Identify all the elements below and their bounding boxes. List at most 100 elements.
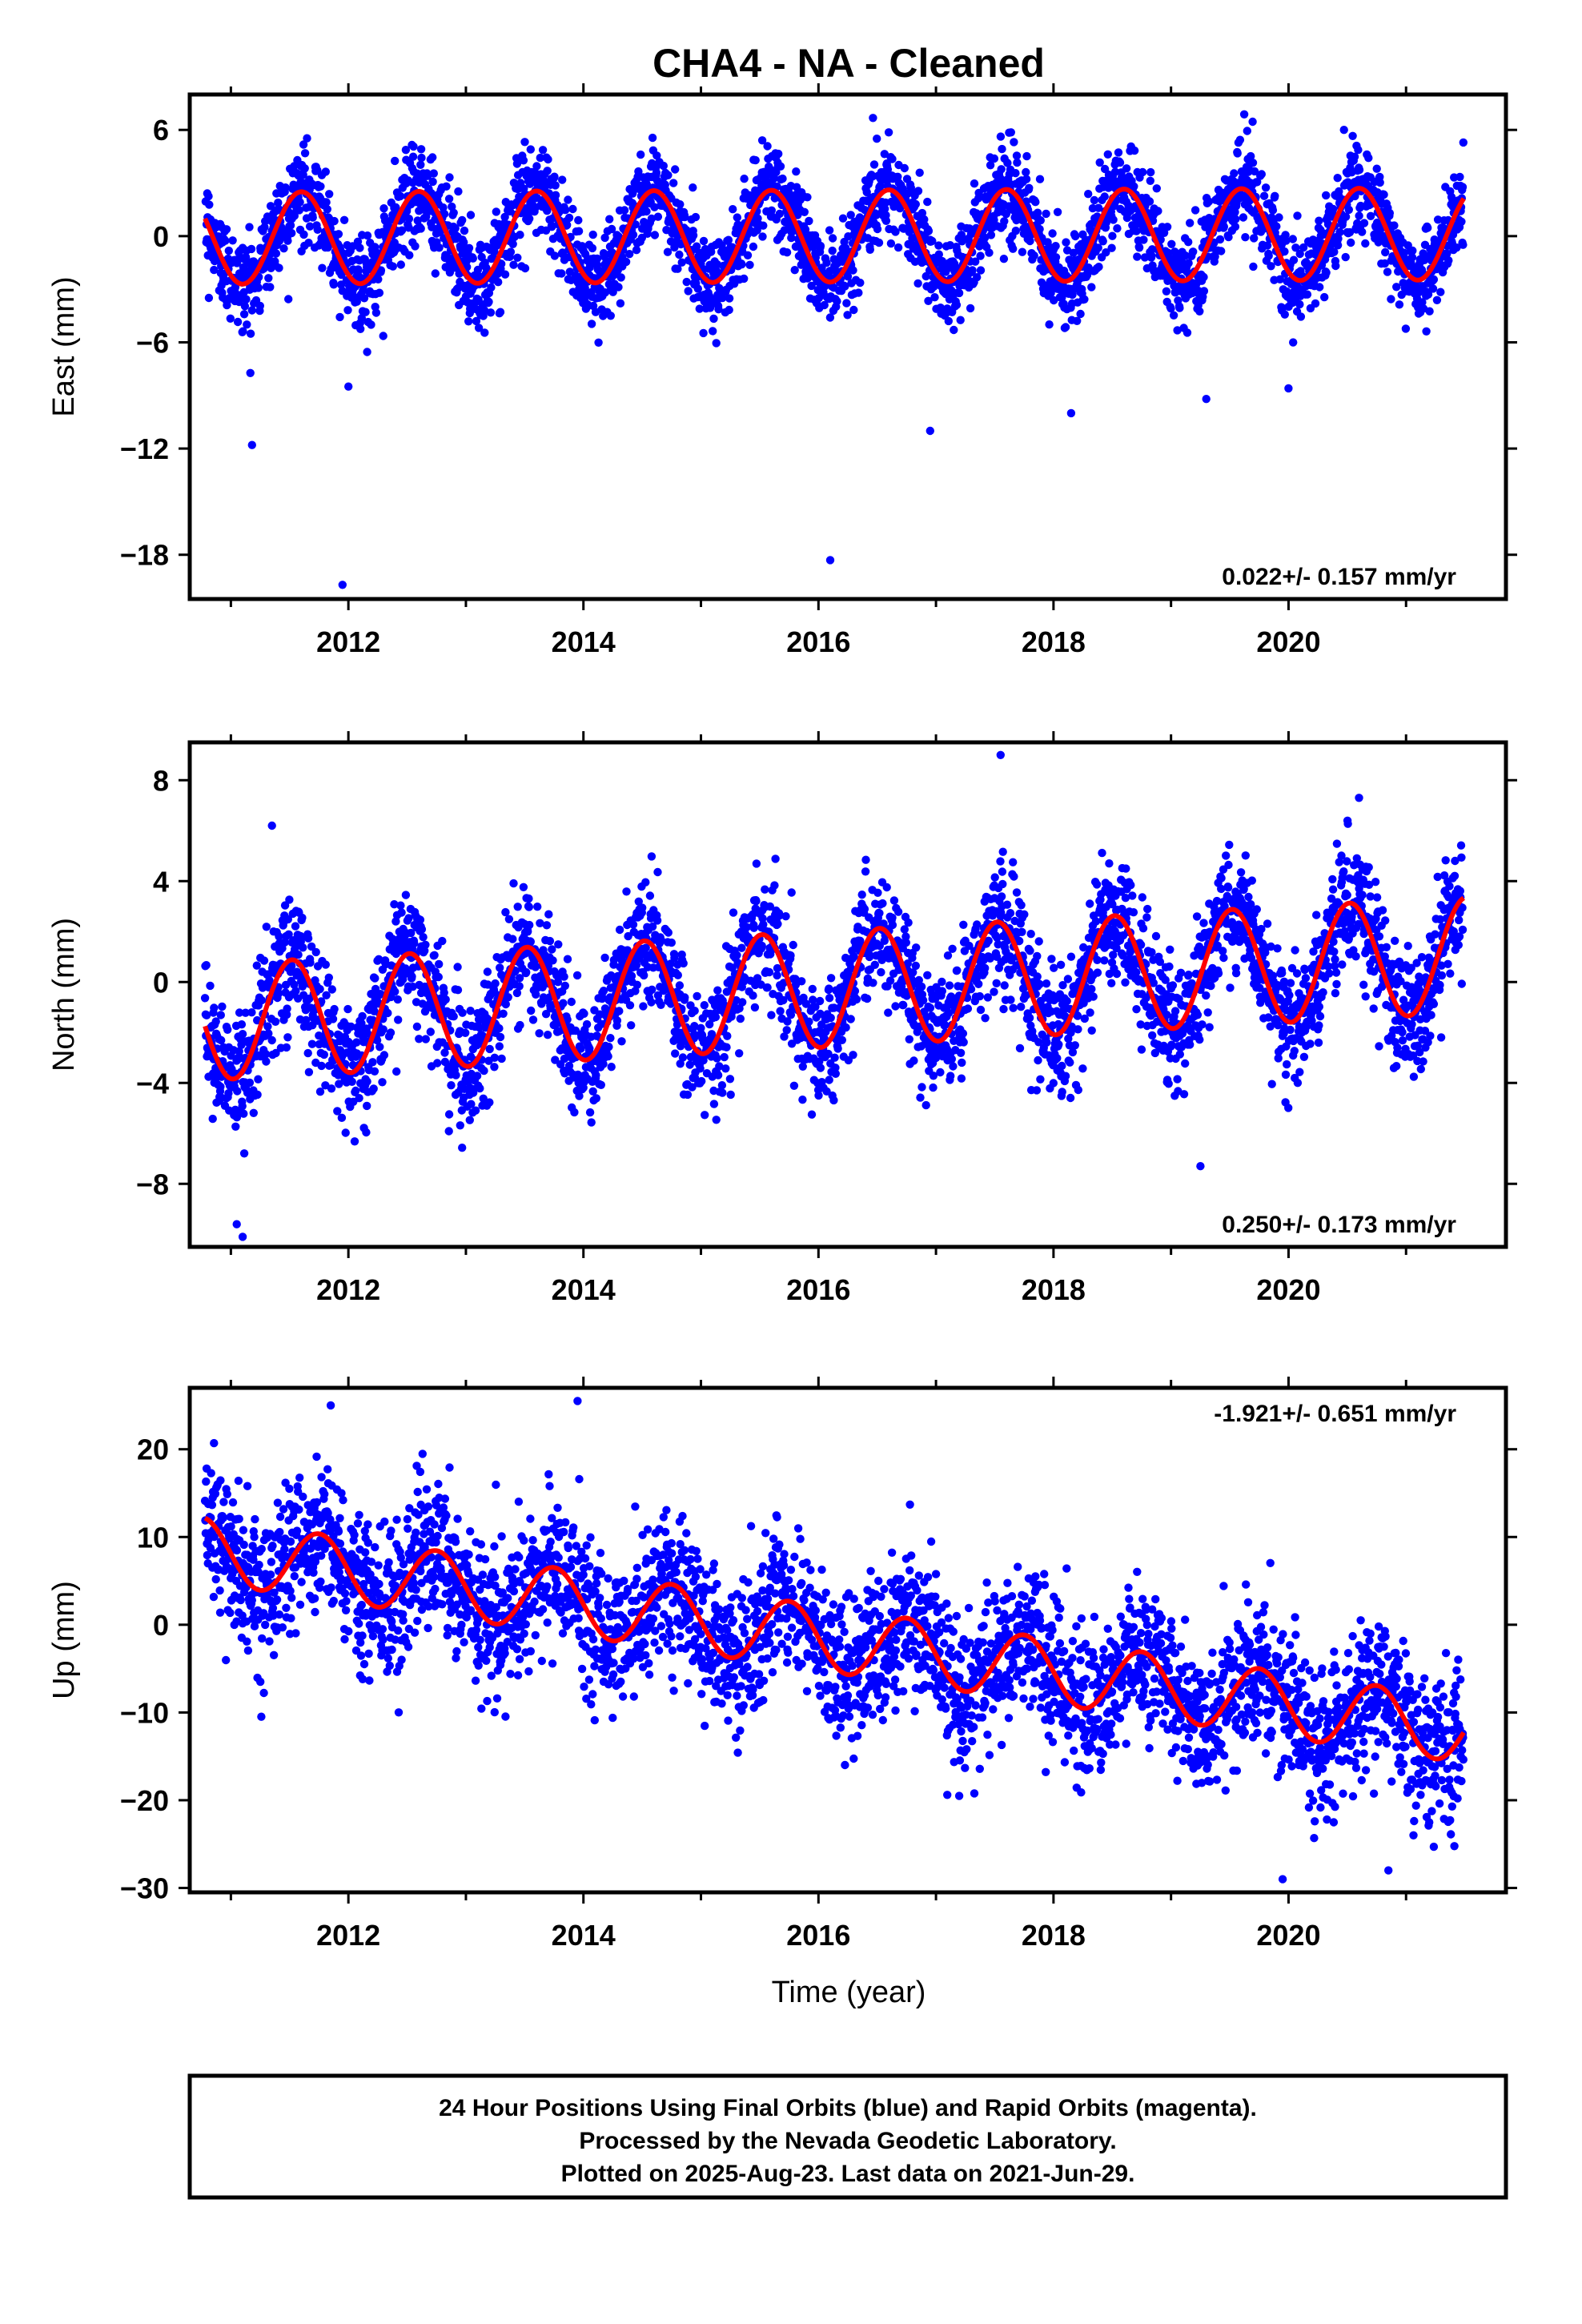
data-point — [371, 308, 381, 317]
data-point — [1303, 290, 1312, 299]
data-point — [645, 891, 655, 900]
data-point — [255, 301, 264, 311]
data-point — [430, 951, 439, 960]
data-point — [934, 241, 943, 250]
data-point — [854, 288, 863, 297]
x-tick-label: 2014 — [552, 625, 616, 658]
data-point — [284, 295, 293, 304]
data-point — [506, 247, 516, 256]
data-point — [551, 181, 560, 190]
data-point — [295, 198, 304, 207]
data-point — [861, 206, 869, 215]
data-point — [968, 266, 977, 275]
data-point — [971, 257, 980, 266]
data-point — [245, 223, 254, 231]
data-point — [466, 1007, 475, 1015]
data-point — [544, 155, 552, 164]
outlier-point — [926, 426, 935, 436]
data-point — [513, 903, 522, 911]
data-point — [828, 234, 837, 243]
data-point — [1364, 154, 1373, 163]
data-point — [456, 1121, 464, 1130]
data-point — [330, 1004, 339, 1014]
data-point — [913, 279, 922, 288]
data-point — [499, 1009, 508, 1019]
data-point — [492, 207, 500, 216]
data-point — [681, 993, 689, 1002]
data-point — [355, 243, 364, 252]
data-point — [474, 324, 484, 332]
data-point — [1033, 208, 1042, 217]
data-point — [500, 212, 509, 222]
data-point — [543, 1031, 552, 1039]
data-point — [433, 1059, 442, 1068]
data-point — [535, 1029, 544, 1038]
data-point — [1011, 169, 1020, 178]
data-point — [956, 316, 965, 324]
data-point — [1299, 243, 1308, 252]
data-point — [758, 232, 767, 241]
data-point — [275, 932, 283, 941]
data-point — [1013, 158, 1022, 167]
data-point — [1341, 252, 1350, 262]
data-point — [224, 1089, 233, 1098]
data-point — [284, 930, 293, 939]
data-point — [1122, 164, 1131, 173]
data-point — [615, 1007, 624, 1015]
data-point — [585, 1108, 595, 1117]
data-point — [526, 937, 535, 947]
data-point — [632, 980, 641, 990]
data-point — [359, 294, 369, 303]
data-point — [1073, 316, 1082, 325]
data-point — [1315, 216, 1323, 225]
data-point — [283, 236, 292, 245]
data-point — [480, 328, 489, 337]
data-point — [337, 1113, 347, 1123]
data-point — [1385, 208, 1395, 218]
data-point — [412, 1022, 422, 1031]
data-point — [693, 284, 702, 293]
data-point — [842, 299, 851, 308]
data-point — [263, 1022, 272, 1031]
data-point — [792, 183, 801, 191]
data-point — [689, 231, 698, 240]
data-point — [413, 216, 422, 225]
data-point — [596, 1080, 605, 1090]
data-point — [509, 260, 518, 269]
data-point — [305, 222, 315, 231]
data-point — [1022, 167, 1030, 177]
data-point — [1241, 233, 1250, 242]
data-point — [709, 1100, 719, 1108]
data-point — [700, 1001, 709, 1010]
data-point — [928, 236, 937, 246]
data-point — [524, 903, 533, 911]
data-point — [379, 332, 387, 340]
data-point — [1418, 298, 1427, 307]
data-point — [684, 287, 693, 296]
data-point — [737, 260, 746, 269]
data-point — [464, 317, 473, 326]
data-point — [1094, 243, 1102, 252]
data-point — [368, 1058, 377, 1067]
data-point — [526, 145, 535, 154]
data-point — [239, 1149, 249, 1158]
data-point — [334, 230, 343, 239]
data-point — [396, 901, 405, 910]
outlier-point — [247, 440, 256, 449]
data-point — [1401, 324, 1411, 333]
data-point — [833, 297, 841, 306]
data-point — [642, 207, 651, 216]
data-point — [982, 195, 991, 204]
data-point — [843, 272, 853, 281]
data-point — [434, 972, 443, 982]
data-point — [524, 894, 533, 903]
data-point — [299, 171, 307, 179]
data-point — [973, 273, 982, 282]
data-point — [1344, 205, 1354, 215]
data-point — [271, 1017, 280, 1027]
data-point — [404, 215, 414, 223]
data-point — [217, 1035, 226, 1045]
data-point — [291, 987, 300, 995]
data-point — [471, 1106, 480, 1115]
data-point — [1184, 259, 1193, 267]
